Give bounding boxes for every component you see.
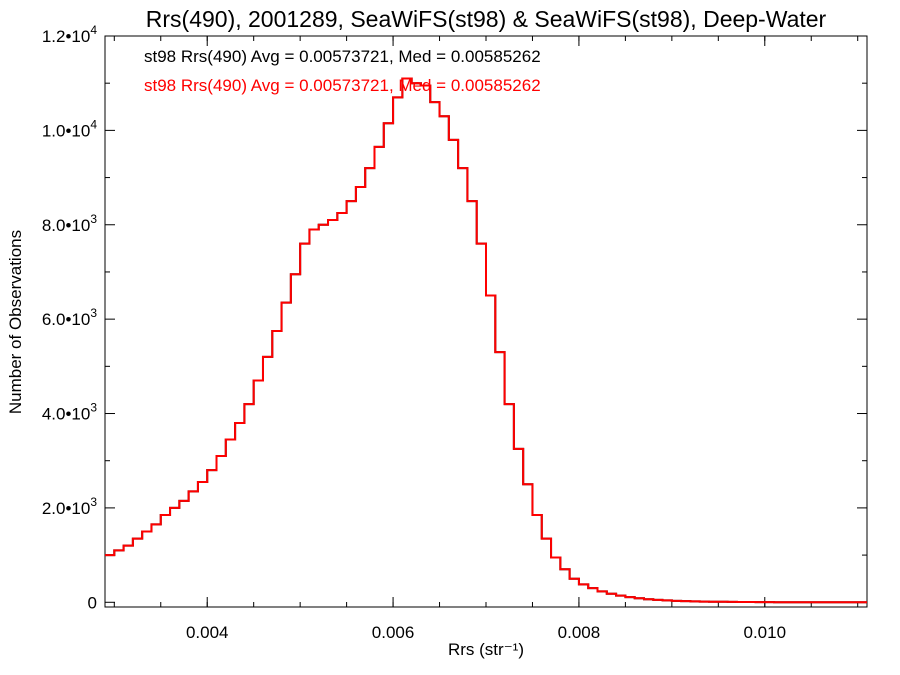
y-tick-label: 1.2•104 — [42, 23, 98, 46]
chart-title: Rrs(490), 2001289, SeaWiFS(st98) & SeaWi… — [146, 6, 827, 32]
x-tick-label: 0.010 — [744, 623, 787, 642]
x-tick-label: 0.008 — [558, 623, 601, 642]
y-tick-mantissa: 1.0•10 — [42, 121, 91, 140]
y-tick-exponent: 3 — [90, 495, 97, 509]
y-tick-exponent: 4 — [90, 23, 97, 37]
y-tick-label: 8.0•103 — [42, 212, 98, 235]
y-tick-exponent: 4 — [90, 117, 97, 131]
y-tick-mantissa: 4.0•10 — [42, 405, 91, 424]
histogram-series-1 — [105, 77, 867, 604]
y-tick-mantissa: 8.0•10 — [42, 216, 91, 235]
histogram-series-0 — [105, 77, 867, 604]
y-tick-label: 4.0•103 — [42, 401, 98, 424]
plot-frame — [104, 35, 868, 608]
series-layer — [105, 77, 867, 604]
y-axis: 02.0•1034.0•1036.0•1038.0•1031.0•1041.2•… — [42, 23, 867, 612]
y-tick-mantissa: 2.0•10 — [42, 499, 91, 518]
y-tick-exponent: 3 — [90, 212, 97, 226]
y-tick-mantissa: 6.0•10 — [42, 310, 91, 329]
x-axis: 0.004 0.006 0.008 0.010 — [113, 36, 859, 642]
y-tick-label: 2.0•103 — [42, 495, 98, 518]
x-tick-label: 0.004 — [186, 623, 229, 642]
annotation-black: st98 Rrs(490) Avg = 0.00573721, Med = 0.… — [144, 47, 541, 66]
y-tick-exponent: 3 — [90, 306, 97, 320]
y-tick-mantissa: 0 — [88, 593, 97, 612]
y-tick-label: 0 — [88, 593, 97, 612]
y-tick-label: 1.0•104 — [42, 117, 98, 140]
x-tick-label: 0.006 — [372, 623, 415, 642]
y-axis-label: Number of Observations — [6, 230, 25, 414]
y-tick-exponent: 3 — [90, 401, 97, 415]
x-axis-label: Rrs (str⁻¹) — [448, 640, 524, 659]
y-tick-label: 6.0•103 — [42, 306, 98, 329]
annotation-red: st98 Rrs(490) Avg = 0.00573721, Med = 0.… — [144, 76, 541, 95]
y-tick-mantissa: 1.2•10 — [42, 27, 91, 46]
